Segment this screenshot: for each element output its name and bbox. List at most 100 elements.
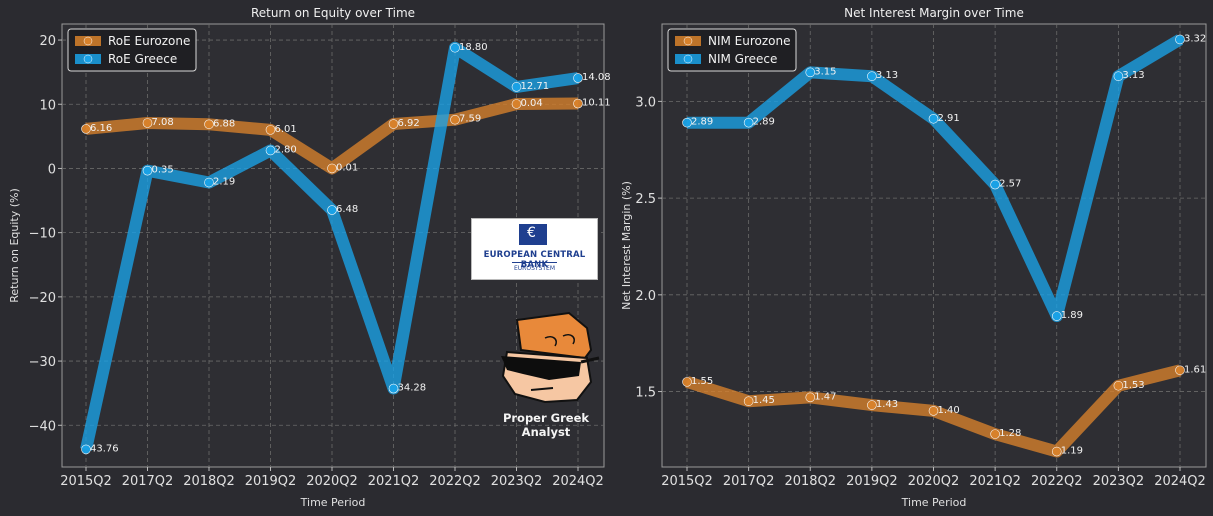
data-point [1175,365,1185,376]
x-tick-label: 2019Q2 [245,474,297,489]
data-point [867,71,877,82]
x-tick-label: 2020Q2 [306,474,358,489]
ecb-logo-rule [512,262,557,263]
x-tick-label: 2024Q2 [552,474,604,489]
data-point [990,429,1000,439]
data-label: 6.88 [213,118,235,129]
x-axis-label: Time Period [300,496,366,509]
data-label: 7.59 [459,114,481,125]
data-label: 7.08 [152,117,174,128]
data-point [450,42,460,53]
data-point [928,406,939,416]
data-point [743,117,754,128]
legend-entry: RoE Greece [108,52,177,66]
data-point [1051,311,1062,321]
data-point [81,124,91,134]
data-point [511,82,522,92]
data-point [450,114,460,125]
x-axis-label: Time Period [901,496,967,509]
data-label: 1.40 [938,405,960,416]
x-tick-label: 2022Q2 [1031,474,1083,489]
y-axis-label: Net Interest Margin (%) [620,181,633,310]
data-point [142,118,153,128]
legend-marker [683,54,693,64]
x-tick-label: 2021Q2 [969,474,1021,489]
data-point [327,205,337,215]
data-label: 1.28 [999,428,1021,439]
data-point [682,377,692,387]
data-label: 3.15 [814,66,836,77]
data-label: 6.48 [336,204,358,215]
data-point [573,98,583,109]
x-tick-label: 2022Q2 [429,474,481,489]
data-label: 2.19 [213,177,235,188]
data-point [265,145,276,156]
x-tick-label: 2019Q2 [846,474,898,489]
data-label: 2.89 [691,117,713,128]
y-tick-label: 10 [39,98,56,113]
data-label: 1.89 [1061,310,1083,321]
data-label: 43.76 [90,443,119,454]
data-point [1113,71,1124,82]
data-point [743,396,754,407]
data-point [204,177,214,188]
legend-entry: NIM Greece [708,52,777,66]
x-tick-label: 2017Q2 [122,474,174,489]
data-point [327,163,337,174]
euro-emblem-icon [519,224,547,245]
x-tick-label: 2023Q2 [1093,474,1145,489]
data-label: 1.47 [814,391,836,402]
x-tick-label: 2015Q2 [661,474,713,489]
x-tick-label: 2018Q2 [784,474,836,489]
data-label: 0.01 [336,162,358,173]
data-label: 1.61 [1184,364,1206,375]
data-label: 12.71 [521,81,550,92]
data-label: 6.01 [275,124,297,135]
data-point [265,125,276,135]
data-label: 10.11 [582,98,611,109]
data-point [867,400,877,410]
y-tick-label: −30 [29,355,56,370]
data-label: 0.35 [152,165,174,176]
data-label: 2.89 [753,117,775,128]
y-tick-label: 2.0 [635,289,656,304]
chart-title: Net Interest Margin over Time [844,6,1024,20]
y-tick-label: −40 [29,419,56,434]
data-label: 0.04 [521,98,543,109]
y-tick-label: 0 [48,162,56,177]
y-tick-label: −20 [29,291,56,306]
ecb-logo-name: EUROPEAN CENTRAL BANK [483,250,586,270]
mascot-illustration [501,311,600,404]
data-point [682,117,692,128]
data-label: 1.43 [876,399,898,410]
x-tick-label: 2017Q2 [723,474,775,489]
data-label: 1.45 [753,395,775,406]
x-tick-label: 2018Q2 [183,474,235,489]
ecb-logo: EUROPEAN CENTRAL BANK EUROSYSTEM [471,218,598,280]
data-label: 34.28 [398,383,427,394]
data-point [388,119,399,129]
chart-panel-2: 1.5 2.0 2.5 3.0 2015Q2 2017Q2 2018Q2 2019Q2 2020… [620,6,1207,509]
data-label: 3.32 [1184,33,1206,44]
data-label: 18.80 [459,42,488,53]
y-tick-label: 20 [39,34,56,49]
data-point [805,67,816,78]
legend-marker [83,54,93,64]
data-label: 1.55 [691,376,713,387]
y-tick-label: −10 [29,227,56,242]
legend-marker [683,36,693,46]
data-label: 14.08 [582,72,611,83]
x-tick-label: 2023Q2 [491,474,543,489]
data-point [1113,380,1124,391]
data-point [81,444,91,455]
data-label: 1.19 [1061,446,1083,457]
data-point [805,392,816,403]
data-point [928,113,939,124]
data-point [990,179,1000,190]
ecb-logo-sub: EUROSYSTEM [514,265,555,272]
legend-entry: NIM Eurozone [708,34,791,48]
data-point [573,73,583,83]
chart-title: Return on Equity over Time [251,6,415,20]
data-label: 2.80 [275,144,297,155]
